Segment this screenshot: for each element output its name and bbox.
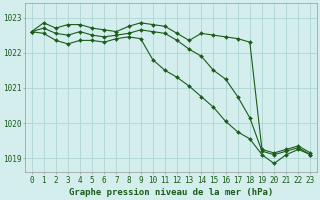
- X-axis label: Graphe pression niveau de la mer (hPa): Graphe pression niveau de la mer (hPa): [69, 188, 273, 197]
